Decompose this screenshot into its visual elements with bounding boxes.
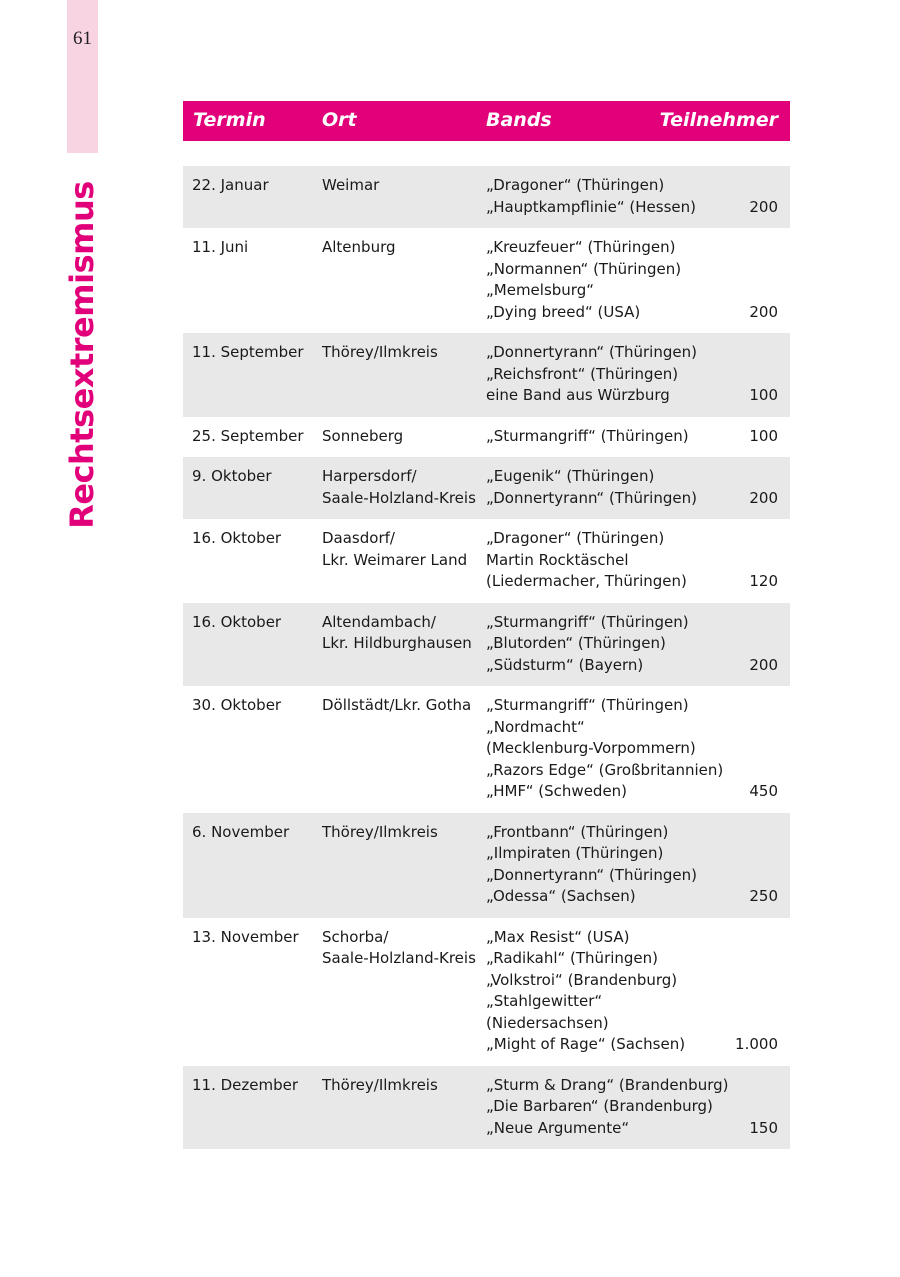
table-header: Termin Ort Bands Teilnehmer <box>183 101 790 141</box>
page-tab <box>67 0 98 153</box>
cell-teilnehmer: 250 <box>749 887 778 905</box>
cell-termin: 25. September <box>192 426 304 445</box>
cell-ort: Thörey/Ilmkreis <box>322 1075 438 1094</box>
cell-bands: „Eugenik“ (Thüringen) „Donnertyrann“ (Th… <box>486 467 697 507</box>
table-row: 22. Januar Weimar „Dragoner“ (Thüringen) „… <box>183 166 790 228</box>
cell-ort: Altenburg <box>322 238 396 256</box>
header-ort: Ort <box>322 109 357 131</box>
cell-teilnehmer: 450 <box>749 782 778 800</box>
cell-teilnehmer: 100 <box>749 426 778 445</box>
table-row: 30. Oktober Döllstädt/Lkr. Gotha „Sturmang… <box>183 686 790 813</box>
table-body: 22. Januar Weimar „Dragoner“ (Thüringen) „… <box>183 166 790 1149</box>
cell-ort: Thörey/Ilmkreis <box>322 343 438 361</box>
table-row: 16. Oktober Daasdorf/ Lkr. Weimarer Land „… <box>183 519 790 603</box>
cell-ort: Schorba/ Saale-Holzland-Kreis <box>322 927 476 968</box>
cell-termin: 6. November <box>192 822 290 841</box>
table-row: 16. Oktober Altendambach/ Lkr. Hildburgha… <box>183 602 790 686</box>
cell-ort: Thörey/Ilmkreis <box>322 822 438 841</box>
cell-termin: 16. Oktober <box>192 529 282 547</box>
concerts-table: Termin Ort Bands Teilnehmer 22. Januar We… <box>183 101 790 1149</box>
cell-bands: „Donnertyrann“ (Thüringen) „Reichsfront“… <box>486 343 697 404</box>
cell-bands: „Max Resist“ (USA) „Radikahl“ (Thüringen… <box>486 927 686 1054</box>
cell-bands: „Dragoner“ (Thüringen) Martin Rocktäsche… <box>486 529 687 590</box>
cell-teilnehmer: 200 <box>749 655 778 674</box>
header-teilnehmer: Teilnehmer <box>659 109 778 131</box>
cell-teilnehmer: 1.000 <box>735 1035 778 1053</box>
table-row: 9. Oktober Harpersdorf/ Saale-Holzland-Kr… <box>183 457 790 519</box>
cell-ort: Daasdorf/ Lkr. Weimarer Land <box>322 529 468 569</box>
cell-ort: Harpersdorf/ Saale-Holzland-Kreis <box>322 467 476 507</box>
cell-bands: „Sturmangriff“ (Thüringen) „Blutorden“ (… <box>486 612 689 674</box>
table-row: 11. Dezember Thörey/Ilmkreis „Sturm & Dran… <box>183 1065 790 1149</box>
cell-ort: Weimar <box>322 176 380 194</box>
cell-teilnehmer: 200 <box>749 488 778 507</box>
cell-bands: „Dragoner“ (Thüringen) „Hauptkampflinie“… <box>486 176 696 216</box>
cell-termin: 9. Oktober <box>192 467 272 485</box>
cell-ort: Döllstädt/Lkr. Gotha <box>322 696 472 714</box>
cell-ort: Sonneberg <box>322 426 404 445</box>
cell-termin: 11. Dezember <box>192 1075 299 1094</box>
cell-bands: „Kreuzfeuer“ (Thüringen) „Normannen“ (Th… <box>486 238 682 321</box>
header-bands: Bands <box>486 109 552 131</box>
cell-teilnehmer: 120 <box>749 572 778 590</box>
cell-termin: 16. Oktober <box>192 612 282 631</box>
cell-termin: 11. Juni <box>192 238 249 256</box>
cell-teilnehmer: 200 <box>749 302 778 321</box>
table-row: 13. November Schorba/ Saale-Holzland-Krei… <box>183 918 790 1066</box>
page-number: 61 <box>73 28 92 49</box>
cell-termin: 22. Januar <box>192 176 269 194</box>
cell-ort: Altendambach/ Lkr. Hildburghausen <box>322 612 472 653</box>
cell-termin: 11. September <box>192 343 304 361</box>
cell-teilnehmer: 100 <box>749 386 778 404</box>
table-row: 11. Juni Altenburg „Kreuzfeuer“ (Thüringen… <box>183 228 790 333</box>
table-row: 6. November Thörey/Ilmkreis „Frontbann“ (T… <box>183 812 790 918</box>
cell-bands: „Sturmangriff“ (Thüringen) „Nordmacht“ (… <box>486 696 724 800</box>
section-title: Rechtsextremismus <box>63 181 101 529</box>
table-row: 25. September Sonneberg „Sturmangriff“ (Th… <box>183 417 790 458</box>
cell-termin: 30. Oktober <box>192 696 282 714</box>
cell-bands: „Frontbann“ (Thüringen) „Ilmpiraten (Thü… <box>486 822 697 906</box>
cell-bands: „Sturm & Drang“ (Brandenburg) „Die Barba… <box>486 1075 729 1137</box>
cell-bands: „Sturmangriff“ (Thüringen) <box>486 426 689 445</box>
header-termin: Termin <box>193 109 266 131</box>
cell-termin: 13. November <box>192 927 299 946</box>
cell-teilnehmer: 150 <box>749 1118 778 1137</box>
table-row: 11. September Thörey/Ilmkreis „Donnertyran… <box>183 333 790 417</box>
cell-teilnehmer: 200 <box>749 197 778 216</box>
